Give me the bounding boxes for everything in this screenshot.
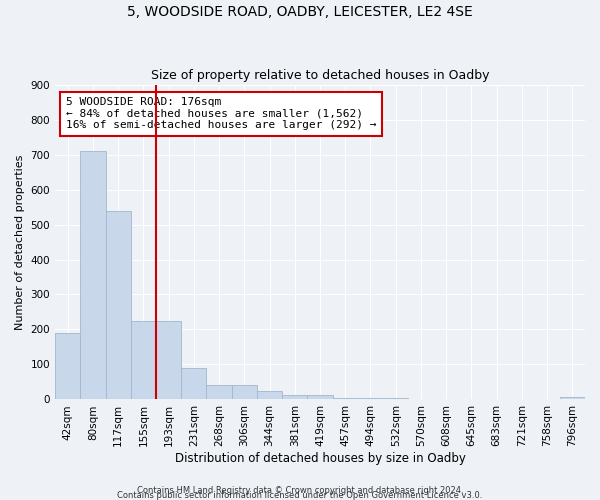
Bar (156, 320, 181, 400)
X-axis label: Distribution of detached houses by size in Oadby: Distribution of detached houses by size … (175, 452, 466, 465)
Bar (383, 398, 409, 400)
Text: Contains public sector information licensed under the Open Government Licence v3: Contains public sector information licen… (118, 491, 482, 500)
Bar (55, 333, 80, 400)
Title: Size of property relative to detached houses in Oadby: Size of property relative to detached ho… (151, 69, 489, 82)
Bar (206, 386, 232, 400)
Y-axis label: Number of detached properties: Number of detached properties (15, 154, 25, 330)
Bar (80, 151, 106, 400)
Bar (282, 396, 307, 400)
Bar (181, 368, 206, 400)
Bar (332, 398, 358, 400)
Bar (106, 210, 131, 400)
Text: Contains HM Land Registry data © Crown copyright and database right 2024.: Contains HM Land Registry data © Crown c… (137, 486, 463, 495)
Bar (560, 396, 585, 400)
Bar (232, 386, 257, 400)
Text: 5, WOODSIDE ROAD, OADBY, LEICESTER, LE2 4SE: 5, WOODSIDE ROAD, OADBY, LEICESTER, LE2 … (127, 5, 473, 19)
Text: 5 WOODSIDE ROAD: 176sqm
← 84% of detached houses are smaller (1,562)
16% of semi: 5 WOODSIDE ROAD: 176sqm ← 84% of detache… (65, 97, 376, 130)
Bar (307, 396, 332, 400)
Bar (358, 398, 383, 400)
Bar (131, 320, 156, 400)
Bar (257, 390, 282, 400)
